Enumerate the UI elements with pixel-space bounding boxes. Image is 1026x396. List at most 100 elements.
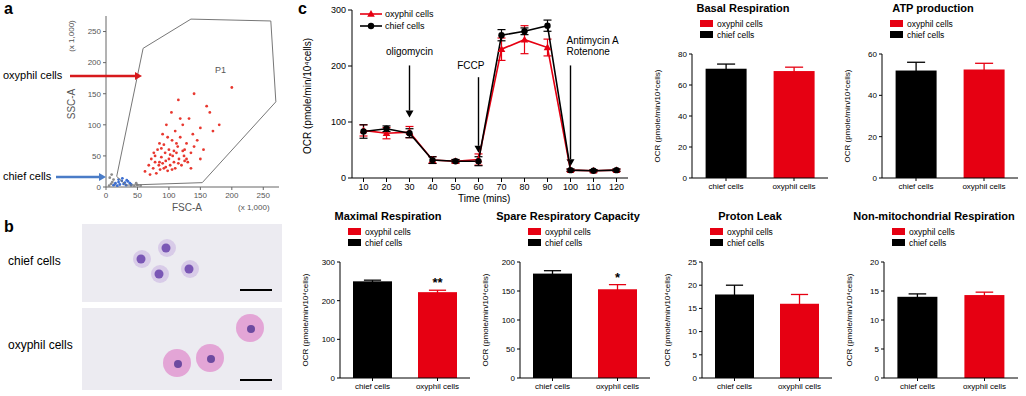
html-text:oxyphil cells: oxyphil cells [545, 226, 591, 237]
svg-text:50: 50 [92, 152, 101, 161]
svg-text:Rotenone: Rotenone [567, 46, 611, 57]
svg-text:oxyphil cells: oxyphil cells [963, 382, 1006, 391]
svg-text:70: 70 [496, 182, 506, 192]
svg-text:chief cells: chief cells [717, 382, 752, 391]
svg-text:5: 5 [875, 345, 880, 354]
svg-text:50: 50 [506, 345, 515, 354]
svg-text:oxyphil cells: oxyphil cells [772, 182, 815, 191]
svg-text:0: 0 [341, 173, 346, 183]
html-text:oxyphil cells: oxyphil cells [727, 226, 773, 237]
svg-text:90: 90 [542, 182, 552, 192]
svg-text:250: 250 [257, 191, 271, 200]
svg-text:150: 150 [88, 90, 102, 99]
html-text:oxyphil cells: oxyphil cells [717, 18, 763, 29]
html-text:chief cells: chief cells [8, 254, 61, 268]
svg-text:*: * [615, 270, 621, 285]
svg-text:150: 150 [194, 191, 208, 200]
svg-text:10: 10 [358, 182, 368, 192]
svg-text:0: 0 [683, 174, 688, 183]
html-text:Non-mitochondrial Respiration: Non-mitochondrial Respiration [853, 210, 1015, 222]
html-text:chief cells: chief cells [727, 237, 765, 248]
html-text:Maximal Respiration: Maximal Respiration [334, 210, 442, 222]
svg-text:10: 10 [688, 327, 697, 336]
html-text:chief cells: chief cells [717, 29, 755, 40]
html-text:chief cells: chief cells [3, 170, 52, 182]
svg-text:0: 0 [875, 374, 880, 383]
svg-text:15: 15 [688, 304, 697, 313]
html-text:chief cells: chief cells [545, 237, 583, 248]
html-text:Basal Respiration: Basal Respiration [696, 2, 790, 14]
svg-text:120: 120 [609, 182, 624, 192]
svg-text:0: 0 [104, 191, 109, 200]
svg-text:50: 50 [450, 182, 460, 192]
svg-text:100: 100 [502, 316, 516, 325]
html-text:Proton Leak: Proton Leak [718, 210, 782, 222]
html-text:oxyphil cells: oxyphil cells [8, 338, 73, 352]
svg-text:15: 15 [870, 287, 879, 296]
svg-text:0: 0 [873, 174, 878, 183]
svg-text:40: 40 [868, 91, 877, 100]
svg-text:**: ** [432, 275, 443, 290]
svg-text:100: 100 [563, 182, 578, 192]
svg-text:oxyphil cells: oxyphil cells [596, 382, 639, 391]
svg-text:100: 100 [162, 191, 176, 200]
html-text:oxyphil cells: oxyphil cells [3, 69, 63, 81]
svg-text:Antimycin A: Antimycin A [567, 35, 620, 46]
svg-text:oxyphil cells: oxyphil cells [416, 382, 459, 391]
svg-text:100: 100 [331, 117, 346, 127]
svg-text:200: 200 [322, 297, 336, 306]
html-text:Time (mins): Time (mins) [458, 193, 511, 204]
svg-text:60: 60 [678, 81, 687, 90]
svg-text:5: 5 [693, 351, 698, 360]
svg-text:20: 20 [688, 281, 697, 290]
svg-text:chief cells: chief cells [900, 382, 935, 391]
svg-text:oligomycin: oligomycin [386, 46, 433, 57]
svg-text:200: 200 [502, 258, 516, 267]
svg-text:20: 20 [868, 133, 877, 142]
svg-text:100: 100 [322, 335, 336, 344]
svg-text:60: 60 [868, 50, 877, 59]
svg-text:20: 20 [678, 143, 687, 152]
svg-text:10: 10 [870, 316, 879, 325]
svg-text:200: 200 [331, 61, 346, 71]
html-text:SSC-A: SSC-A [66, 88, 77, 120]
svg-text:150: 150 [502, 287, 516, 296]
svg-text:oxyphil cells: oxyphil cells [962, 182, 1005, 191]
svg-text:0: 0 [693, 374, 698, 383]
svg-text:0: 0 [97, 183, 102, 192]
svg-text:80: 80 [678, 50, 687, 59]
svg-text:40: 40 [427, 182, 437, 192]
svg-text:110: 110 [586, 182, 600, 192]
svg-text:oxyphil cells: oxyphil cells [778, 382, 821, 391]
html-text:oxyphil cells: oxyphil cells [365, 226, 411, 237]
html-text:ATP production: ATP production [892, 2, 974, 14]
svg-text:20: 20 [870, 258, 879, 267]
svg-text:200: 200 [88, 58, 102, 67]
svg-text:P1: P1 [215, 65, 226, 75]
svg-text:40: 40 [678, 112, 687, 121]
svg-text:60: 60 [473, 182, 483, 192]
svg-text:300: 300 [331, 5, 346, 15]
html-text:FSC-A: FSC-A [172, 202, 202, 213]
svg-text:300: 300 [322, 258, 336, 267]
svg-text:chief cells: chief cells [535, 382, 570, 391]
html-text:chief cells: chief cells [907, 29, 945, 40]
html-text:oxyphil cells: oxyphil cells [907, 18, 953, 29]
svg-text:80: 80 [519, 182, 529, 192]
svg-text:20: 20 [381, 182, 391, 192]
svg-text:0: 0 [331, 374, 336, 383]
svg-text:FCCP: FCCP [457, 60, 485, 71]
html-text:chief cells: chief cells [365, 237, 403, 248]
svg-text:chief cells: chief cells [708, 182, 743, 191]
html-text:OCR (pmole/min/10⁴cells): OCR (pmole/min/10⁴cells) [302, 38, 313, 154]
svg-text:chief cells: chief cells [355, 382, 390, 391]
svg-text:200: 200 [225, 191, 239, 200]
svg-text:100: 100 [88, 121, 102, 130]
svg-text:25: 25 [688, 258, 697, 267]
svg-text:30: 30 [404, 182, 414, 192]
svg-text:chief cells: chief cells [898, 182, 933, 191]
svg-text:250: 250 [88, 27, 102, 36]
svg-text:50: 50 [133, 191, 142, 200]
html-text:Spare Respiratory Capacity: Spare Respiratory Capacity [496, 210, 640, 222]
svg-text:0: 0 [511, 374, 516, 383]
